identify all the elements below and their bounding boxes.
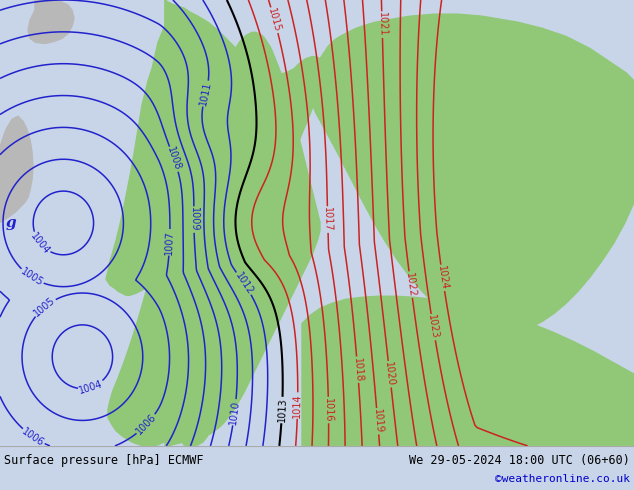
Text: 1024: 1024 (436, 265, 450, 291)
Polygon shape (108, 0, 322, 446)
Text: 1007: 1007 (164, 230, 175, 255)
Text: 1018: 1018 (352, 357, 363, 382)
Polygon shape (302, 296, 634, 446)
Text: 1012: 1012 (233, 270, 255, 296)
Text: 1008: 1008 (165, 146, 183, 172)
Text: 1006: 1006 (20, 426, 46, 448)
Polygon shape (302, 14, 634, 334)
Text: Surface pressure [hPa] ECMWF: Surface pressure [hPa] ECMWF (4, 454, 204, 467)
Text: 1006: 1006 (134, 412, 158, 437)
Text: 1017: 1017 (323, 207, 333, 232)
Polygon shape (106, 0, 320, 446)
Text: ©weatheronline.co.uk: ©weatheronline.co.uk (495, 474, 630, 484)
Text: 1019: 1019 (372, 409, 384, 434)
Polygon shape (181, 417, 213, 446)
Text: g: g (6, 217, 16, 230)
Text: 1004: 1004 (78, 379, 105, 395)
Text: 1023: 1023 (426, 314, 440, 340)
Text: 1014: 1014 (292, 393, 303, 418)
Text: 1016: 1016 (323, 398, 333, 422)
Text: 1009: 1009 (189, 207, 199, 232)
Polygon shape (0, 116, 33, 222)
Text: 1021: 1021 (377, 12, 387, 37)
Text: 1010: 1010 (228, 399, 241, 425)
Text: 1011: 1011 (198, 81, 213, 107)
Text: 1013: 1013 (276, 397, 288, 422)
Text: 1005: 1005 (32, 295, 57, 319)
Text: 1004: 1004 (29, 231, 52, 256)
Text: 1005: 1005 (19, 267, 45, 288)
Text: 1015: 1015 (266, 7, 283, 33)
Text: 1022: 1022 (404, 271, 417, 297)
Text: We 29-05-2024 18:00 UTC (06+60): We 29-05-2024 18:00 UTC (06+60) (409, 454, 630, 467)
Polygon shape (28, 0, 74, 44)
Text: 1020: 1020 (384, 362, 396, 387)
